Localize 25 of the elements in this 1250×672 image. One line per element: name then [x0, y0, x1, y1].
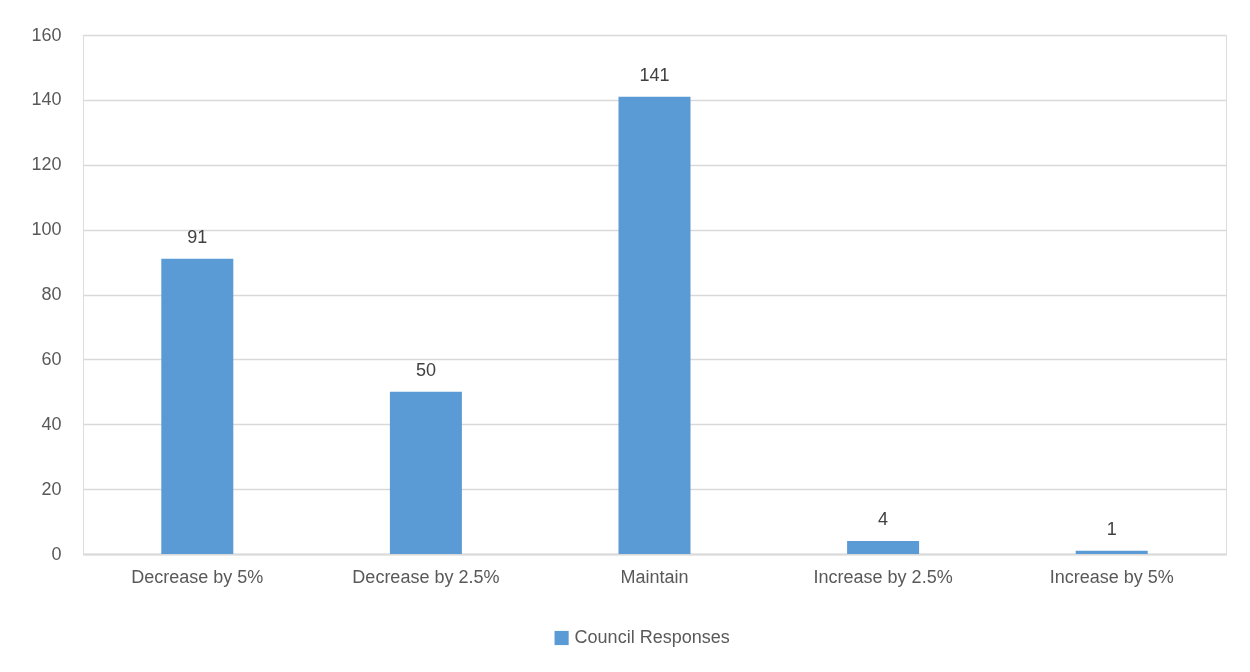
y-tick-label: 40	[41, 413, 62, 434]
bar	[618, 96, 691, 554]
x-tick-label: Increase by 2.5%	[813, 566, 953, 587]
y-tick-label: 140	[31, 89, 62, 110]
x-tick-label: Increase by 5%	[1049, 566, 1174, 587]
data-label: 1	[1106, 518, 1117, 539]
data-label: 91	[187, 226, 208, 247]
y-tick-label: 100	[31, 219, 62, 240]
x-tick-label: Decrease by 5%	[131, 566, 264, 587]
y-tick-label: 20	[41, 478, 62, 499]
y-tick-label: 80	[41, 284, 62, 304]
data-label: 4	[878, 509, 889, 530]
data-label: 141	[639, 64, 670, 85]
x-tick-label: Decrease by 2.5%	[352, 566, 500, 587]
y-tick-label: 120	[31, 154, 62, 175]
data-label: 50	[415, 359, 436, 380]
y-tick-label: 160	[31, 24, 62, 45]
legend-label: Council Responses	[574, 627, 730, 647]
y-tick-label: 60	[41, 348, 62, 369]
bar	[847, 541, 920, 554]
bar	[161, 258, 234, 554]
bar	[389, 391, 462, 554]
y-tick-label: 0	[51, 543, 62, 564]
bar	[1075, 550, 1148, 554]
x-tick-label: Maintain	[620, 566, 689, 587]
